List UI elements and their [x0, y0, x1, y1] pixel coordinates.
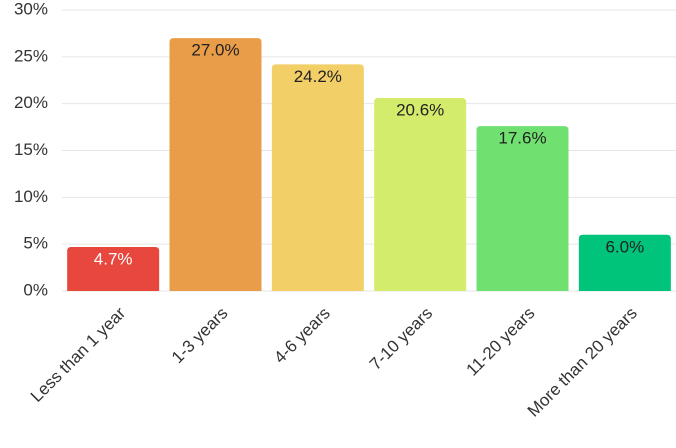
bar [374, 98, 467, 292]
value-label: 4.7% [94, 249, 133, 268]
x-tick-label: 4-6 years [270, 304, 334, 368]
y-tick-label: 0% [23, 280, 48, 299]
value-label: 6.0% [605, 237, 644, 256]
x-tick-label: More than 20 years [524, 304, 641, 421]
x-tick-label: Less than 1 year [27, 303, 130, 406]
y-tick-label: 30% [14, 0, 48, 18]
y-tick-label: 15% [14, 140, 48, 159]
y-tick-label: 5% [23, 234, 48, 253]
bar [271, 64, 364, 292]
bar [67, 246, 160, 291]
bar [578, 234, 671, 291]
y-tick-label: 25% [14, 46, 48, 65]
y-tick-label: 20% [14, 93, 48, 112]
x-tick-label: 11-20 years [462, 304, 538, 380]
value-label: 20.6% [396, 101, 444, 120]
y-tick-label: 10% [14, 187, 48, 206]
value-label: 24.2% [294, 67, 342, 86]
value-label: 17.6% [498, 129, 546, 148]
value-label: 27.0% [191, 41, 239, 60]
bar [476, 126, 569, 291]
x-tick-label: 1-3 years [168, 304, 232, 368]
bar [169, 38, 262, 291]
x-tick-label: 7-10 years [366, 304, 436, 374]
